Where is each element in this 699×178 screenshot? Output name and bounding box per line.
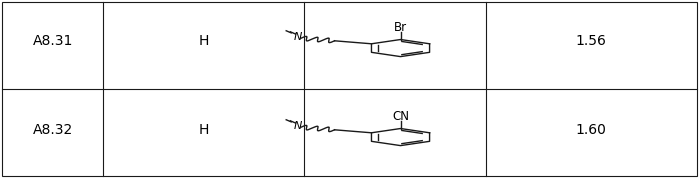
Text: 1.60: 1.60	[576, 123, 607, 137]
Text: N: N	[294, 121, 302, 131]
Text: A8.32: A8.32	[33, 123, 73, 137]
Text: H: H	[199, 123, 209, 137]
Text: CN: CN	[392, 110, 409, 123]
Text: 1.56: 1.56	[576, 34, 607, 48]
Text: Br: Br	[394, 21, 407, 34]
Text: N: N	[294, 32, 302, 42]
Text: H: H	[199, 34, 209, 48]
Text: A8.31: A8.31	[33, 34, 73, 48]
